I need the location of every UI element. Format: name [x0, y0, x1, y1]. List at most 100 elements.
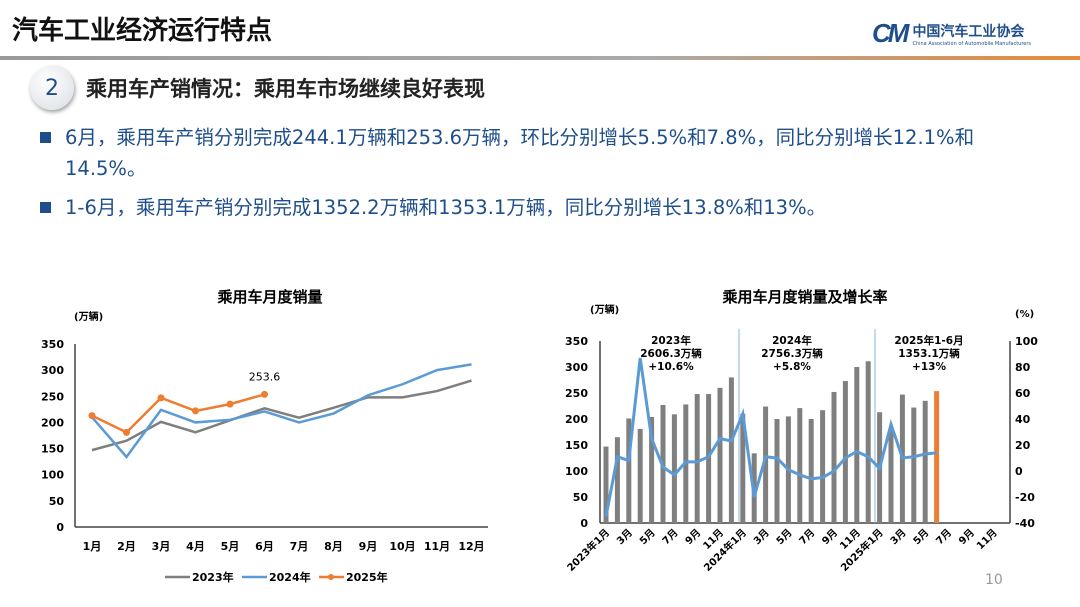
bar [865, 361, 871, 523]
bar [911, 407, 917, 523]
year-annotation: 1353.1万辆 [898, 347, 960, 360]
y2-tick-label: 40 [1015, 413, 1031, 426]
legend-label: 2023年 [192, 570, 234, 584]
bar [808, 419, 814, 523]
x-tick-label: 8月 [324, 540, 343, 553]
y-tick-label: 250 [41, 390, 64, 403]
y2-tick-label: -40 [1015, 517, 1035, 530]
x-tick-label: 9月 [359, 540, 378, 553]
x-tick-label: 3月 [614, 527, 634, 547]
x-tick-label: 3月 [888, 527, 908, 547]
monthly-sales-growth-chart: 乘用车月度销量及增长率(万辆) (%)050100150200250300350-… [564, 288, 1038, 574]
x-tick-label: 7月 [934, 527, 954, 547]
bullet-text: 6月，乘用车产销分别完成244.1万辆和253.6万辆，环比分别增长5.5%和7… [65, 126, 975, 180]
y-tick-label: 350 [41, 338, 64, 351]
y-axis-unit: (万辆) [74, 310, 103, 323]
year-annotation: 2024年 [772, 334, 812, 347]
year-annotation: 2023年 [651, 334, 691, 347]
x-tick-label: 11月 [424, 540, 450, 553]
y-tick-label: 150 [41, 443, 64, 456]
bar [740, 413, 746, 523]
chart-title: 乘用车月度销量及增长率 [721, 288, 887, 306]
bar [763, 406, 769, 523]
y-tick-label: 100 [41, 469, 64, 482]
bar [820, 410, 826, 523]
data-label: 253.6 [249, 370, 281, 383]
bar [797, 408, 803, 523]
bullet-item: 1-6月，乘用车产销分别完成1352.2万辆和1353.1万辆，同比分别增长13… [40, 192, 1050, 223]
x-tick-label: 7月 [290, 540, 309, 553]
bar [614, 437, 620, 523]
x-tick-label: 7月 [797, 527, 817, 547]
bar [854, 367, 860, 523]
y-axis-unit: (万辆) [590, 303, 619, 316]
y-tick-label: 150 [565, 439, 588, 452]
y2-tick-label: 80 [1015, 361, 1031, 374]
bar [671, 414, 677, 523]
logo-en: China Association of Automobile Manufact… [912, 40, 1032, 47]
section-number: 2 [30, 66, 74, 110]
growth-rate-line [604, 357, 937, 517]
y-tick-label: 50 [573, 491, 589, 504]
series-line-2024年 [91, 363, 472, 459]
y-tick-label: 350 [565, 335, 588, 348]
x-tick-label: 5月 [911, 527, 931, 547]
section-title: 乘用车产销情况：乘用车市场继续良好表现 [86, 77, 485, 101]
bullet-text: 1-6月，乘用车产销分别完成1352.2万辆和1353.1万辆，同比分别增长13… [65, 196, 827, 219]
y2-axis-unit: (%) [1015, 309, 1034, 320]
bar [626, 418, 632, 523]
bar [888, 428, 894, 523]
bar [728, 377, 734, 523]
y-tick-label: 100 [565, 465, 588, 478]
x-tick-label: 4月 [186, 540, 205, 553]
section-heading: 2 乘用车产销情况：乘用车市场继续良好表现 [30, 66, 485, 110]
x-tick-label: 5月 [637, 527, 657, 547]
y-tick-label: 200 [565, 413, 588, 426]
y-tick-label: 250 [565, 387, 588, 400]
data-point [88, 412, 96, 420]
series-line-2023年 [91, 379, 472, 452]
bar [603, 446, 609, 523]
legend-marker [328, 574, 334, 580]
year-annotation: 2025年1-6月 [894, 334, 963, 347]
legend-label: 2024年 [269, 570, 311, 584]
bar [637, 428, 643, 523]
logo-mark-icon: CM [872, 18, 909, 48]
x-tick-label: 12月 [458, 540, 484, 553]
year-annotation: 2756.3万辆 [761, 347, 823, 360]
x-tick-label: 10月 [389, 540, 415, 553]
y-tick-label: 200 [41, 416, 64, 429]
y2-tick-label: 60 [1015, 387, 1031, 400]
x-tick-label: 7月 [660, 527, 680, 547]
bar [694, 394, 700, 523]
x-tick-label: 11月 [974, 527, 999, 552]
bar [717, 387, 723, 523]
page-title: 汽车工业经济运行特点 [12, 16, 273, 46]
year-annotation: 2606.3万辆 [640, 347, 702, 360]
x-tick-label: 1月 [83, 540, 102, 553]
header-divider [0, 56, 1080, 60]
data-point [226, 400, 234, 408]
year-annotation: +5.8% [773, 361, 811, 373]
year-annotation: +10.6% [648, 361, 694, 373]
bullet-square-icon [40, 202, 51, 213]
x-tick-label: 3月 [152, 540, 171, 553]
y-tick-label: 0 [56, 521, 64, 534]
y2-tick-label: 0 [1015, 465, 1023, 478]
monthly-sales-line-chart: 乘用车月度销量 (万辆) 0 50 100 150 200 250 300 350 1月 2月 3月 4月… [41, 288, 488, 584]
x-tick-label: 6月 [255, 540, 274, 553]
y2-tick-label: 20 [1015, 439, 1031, 452]
x-tick-label: 2月 [117, 540, 136, 553]
caam-logo: CM 中国汽车工业协会 China Association of Automob… [872, 18, 1031, 49]
year-annotation: +13% [912, 361, 946, 373]
y-tick-label: 50 [49, 495, 65, 508]
legend-label: 2025年 [346, 570, 388, 584]
data-point [157, 394, 165, 402]
logo-cn: 中国汽车工业协会 [912, 23, 1025, 40]
x-tick-label: 3月 [751, 527, 771, 547]
bar [706, 394, 712, 523]
bar [934, 391, 940, 523]
data-point [261, 390, 268, 398]
y2-tick-label: 100 [1015, 335, 1038, 348]
bullet-square-icon [40, 132, 51, 143]
